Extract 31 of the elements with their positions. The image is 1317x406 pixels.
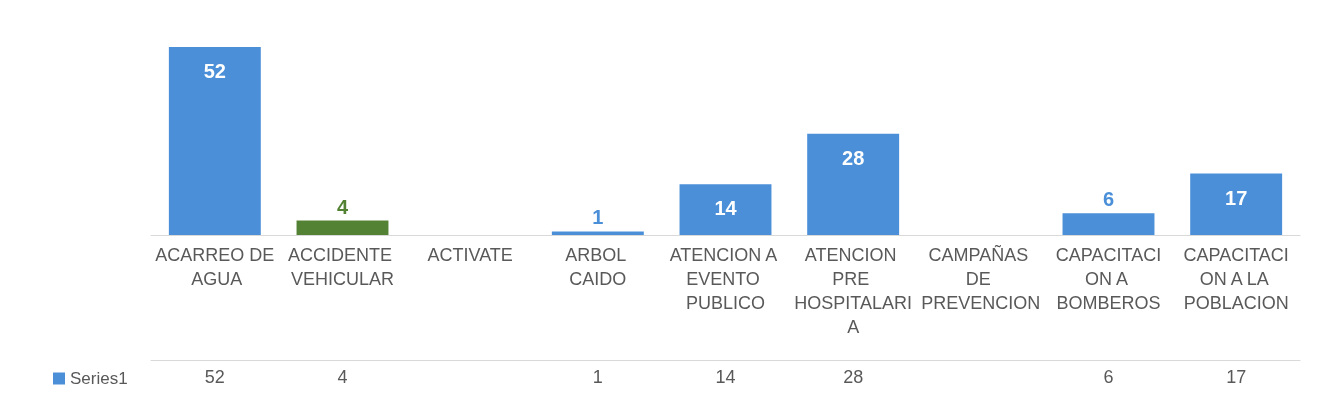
bar <box>807 133 900 235</box>
data-label: 1 <box>592 367 603 387</box>
x-tick-label: ARBOL CAIDO <box>565 245 631 289</box>
text: 6 <box>1102 188 1115 211</box>
bar <box>168 46 261 235</box>
x-tick-label: CAMPAÑAS DE PREVENCION <box>921 244 1041 313</box>
bar <box>1062 213 1155 235</box>
text: 28 <box>842 146 865 169</box>
x-tick-label: CAPACITACION A BOMBEROS <box>1055 245 1162 313</box>
bar <box>551 231 644 235</box>
data-label: 14 <box>715 367 736 387</box>
x-tick-label: CAPACITACION A LA POBLACION <box>1183 245 1289 313</box>
text: 14 <box>714 197 737 220</box>
x-tick-label: ATENCION PRE HOSPITALARIA <box>794 245 913 337</box>
data-label: 4 <box>337 367 348 387</box>
bar <box>1190 173 1283 235</box>
bar <box>296 220 389 235</box>
x-tick-label: ACTIVATE <box>427 245 513 265</box>
data-label: 17 <box>1226 367 1247 387</box>
text: 4 <box>336 195 349 218</box>
text: 52 <box>203 59 226 82</box>
data-label: 6 <box>1103 367 1114 387</box>
x-tick-label: ACARREO DE AGUA <box>155 245 275 289</box>
text: 1 <box>592 206 604 229</box>
legend-label: Series1 <box>70 369 128 388</box>
x-tick-label: ACCIDENTE VEHICULAR <box>287 245 398 289</box>
text: 17 <box>1225 186 1248 209</box>
data-label: 28 <box>843 367 864 387</box>
bar <box>679 184 772 235</box>
x-tick-label: ATENCION A EVENTO PUBLICO <box>669 245 782 313</box>
data-label: 52 <box>204 367 225 387</box>
